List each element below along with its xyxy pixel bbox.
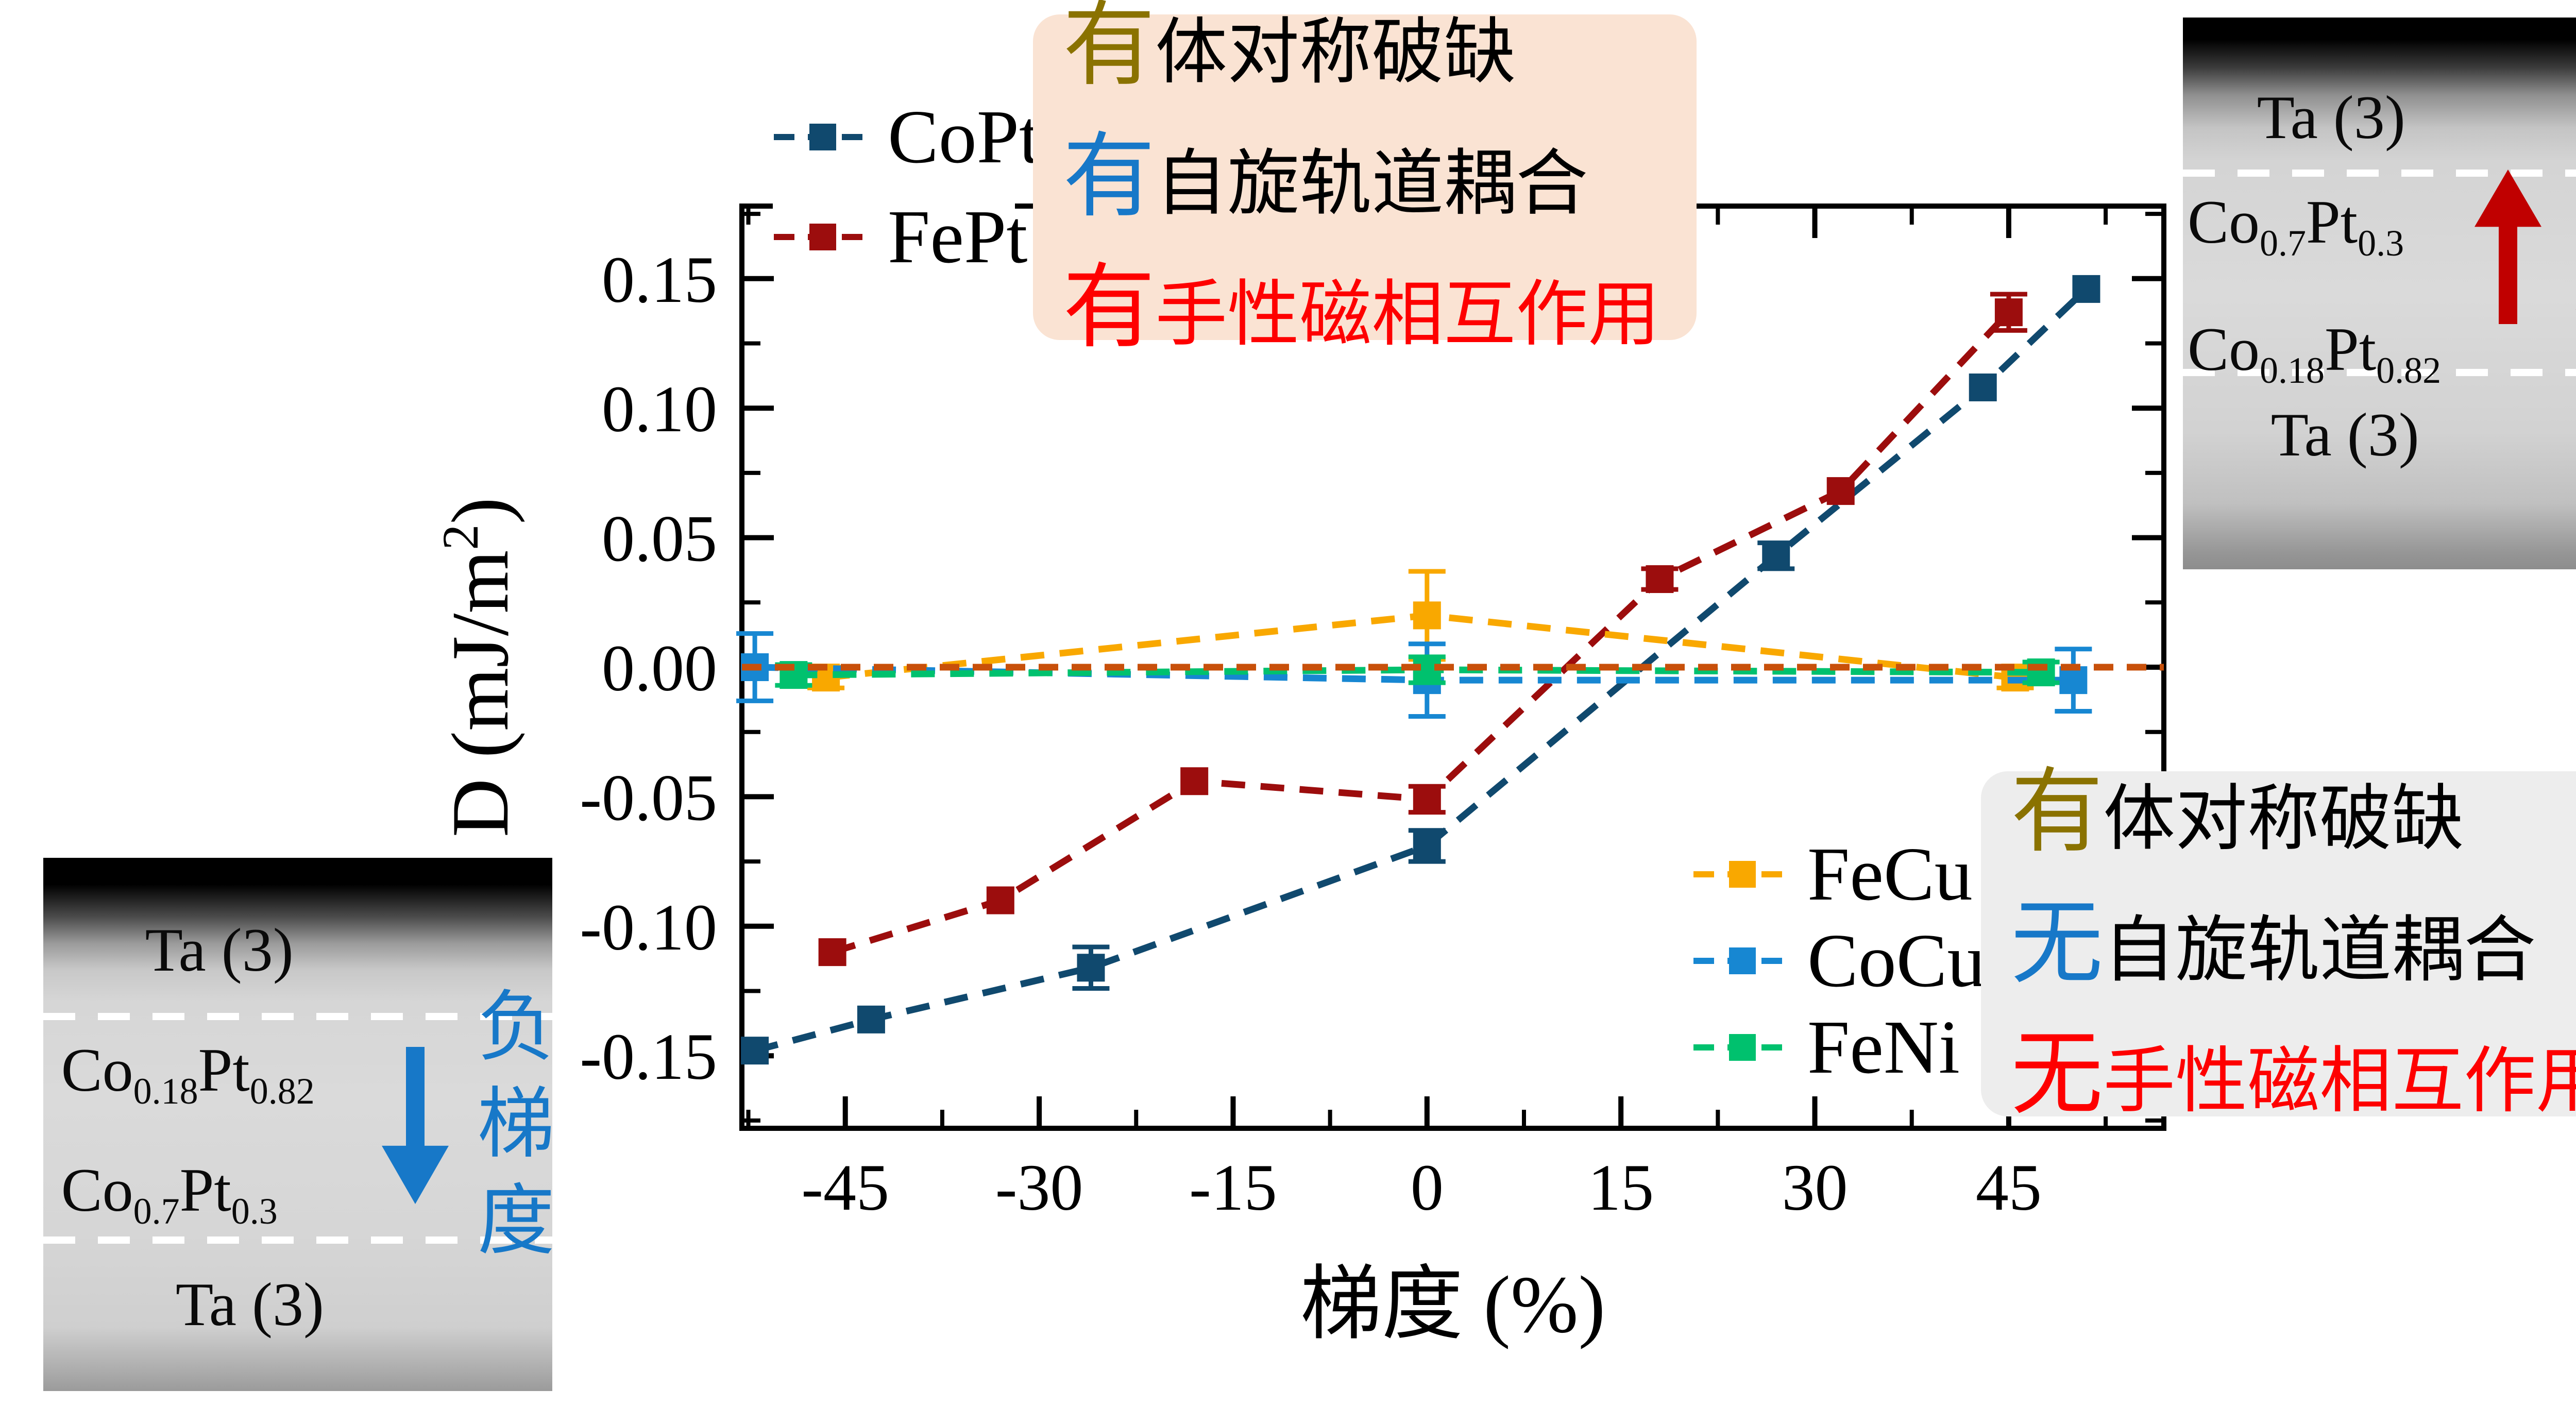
legend-main: CoPt FePt [773, 99, 1040, 275]
layer-label-co018pt082: Co0.18Pt0.82 [61, 1035, 315, 1112]
y-tick-label: 0.15 [602, 243, 717, 316]
data-point [741, 1037, 769, 1065]
data-point [2072, 275, 2100, 303]
annotation-top: 有体对称破缺 有自旋轨道耦合 有手性磁相互作用 [1033, 0, 1697, 359]
layer-divider [43, 1236, 552, 1244]
layer-label-ta-bottom: Ta (3) [2270, 400, 2419, 469]
y-tick-label: 0.00 [602, 632, 717, 705]
feni-marker-icon [1693, 1034, 1792, 1061]
layer-divider [2183, 169, 2576, 177]
legend-item-copt: CoPt [773, 99, 1040, 175]
data-point [1969, 373, 1997, 401]
data-point [1762, 541, 1790, 570]
legend-secondary: FeCu CoCu FeNi [1692, 836, 1985, 1086]
annotation-top-line-3: 有手性磁相互作用 [1063, 257, 1660, 360]
x-tick-label: -30 [995, 1151, 1083, 1224]
positive-gradient-label: 正梯度 [2562, 172, 2576, 426]
y-axis-label: D (mJ/m2) [432, 497, 526, 837]
data-point [986, 886, 1014, 914]
gradient-arrow-up-icon [2474, 169, 2541, 324]
annotation-top-line-1: 有体对称破缺 [1063, 0, 1516, 97]
y-tick-label: 0.05 [602, 502, 717, 575]
copt-marker-icon [774, 124, 872, 150]
legend-label-cocu: CoCu [1807, 919, 1986, 1003]
legend-item-fept: FePt [773, 199, 1027, 275]
series-FeNi [775, 654, 2060, 689]
legend-item-fecu: FeCu [1692, 836, 1973, 912]
data-point [1826, 477, 1855, 505]
layer-label-co018pt082: Co0.18Pt0.82 [2187, 314, 2442, 391]
data-point [2027, 658, 2055, 687]
data-point [2059, 666, 2088, 694]
negative-gradient-label: 负梯度 [466, 986, 552, 1277]
inset-negative-gradient: Ta (3) Co0.18Pt0.82 Co0.7Pt0.3 Ta (3) 负梯… [43, 858, 552, 1391]
annotation-bottom-line-2: 无自旋轨道耦合 [2011, 892, 2536, 995]
data-point [857, 1005, 885, 1034]
legend-label-copt: CoPt [888, 95, 1041, 179]
data-point [1077, 954, 1105, 982]
x-tick-label: 30 [1782, 1151, 1848, 1224]
y-tick-label: 0.10 [602, 372, 717, 446]
y-tick-label: -0.05 [580, 761, 717, 834]
layer-label-ta-top: Ta (3) [145, 916, 294, 985]
layer-label-ta-bottom: Ta (3) [175, 1270, 324, 1339]
annotation-bottom-line-1: 有体对称破缺 [2011, 761, 2464, 864]
series-CoPt [741, 275, 2100, 1065]
data-point [1180, 767, 1209, 795]
x-tick-label: -45 [801, 1151, 889, 1224]
x-tick-label: 0 [1411, 1151, 1444, 1224]
data-point [1413, 832, 1441, 860]
x-tick-label: 45 [1976, 1151, 2042, 1224]
layer-divider [2183, 369, 2576, 377]
layer-label-co07pt03: Co0.7Pt0.3 [61, 1155, 278, 1232]
y-tick-label: -0.10 [580, 891, 717, 964]
data-point [1413, 785, 1441, 814]
legend-item-feni: FeNi [1692, 1009, 1960, 1086]
data-point [1646, 565, 1674, 594]
annotation-top-line-2: 有自旋轨道耦合 [1063, 125, 1588, 228]
layer-divider [43, 1013, 552, 1021]
x-tick-label: 15 [1588, 1151, 1654, 1224]
series-FePt [818, 292, 2027, 967]
gradient-arrow-down-icon [382, 1047, 449, 1205]
inset-positive-gradient: Ta (3) Co0.7Pt0.3 Co0.18Pt0.82 Ta (3) 正梯… [2183, 18, 2576, 569]
legend-label-feni: FeNi [1807, 1005, 1960, 1090]
cocu-marker-icon [1693, 947, 1792, 974]
layer-label-co07pt03: Co0.7Pt0.3 [2187, 188, 2404, 264]
layer-label-ta-top: Ta (3) [2257, 82, 2405, 151]
fept-marker-icon [774, 224, 872, 250]
x-tick-label: -15 [1189, 1151, 1277, 1224]
annotation-bottom: 有体对称破缺 无自旋轨道耦合 无手性磁相互作用 [1981, 761, 2576, 1126]
data-point [1413, 601, 1441, 630]
legend-item-cocu: CoCu [1692, 923, 1985, 999]
y-tick-label: -0.15 [580, 1020, 717, 1093]
legend-label-fecu: FeCu [1807, 832, 1973, 917]
data-point [818, 938, 846, 967]
data-point [1994, 298, 2023, 327]
x-axis-label: 梯度 (%) [1300, 1260, 1605, 1350]
fecu-marker-icon [1693, 861, 1792, 888]
legend-label-fept: FePt [888, 195, 1028, 279]
annotation-bottom-line-3: 无手性磁相互作用 [2011, 1023, 2576, 1126]
